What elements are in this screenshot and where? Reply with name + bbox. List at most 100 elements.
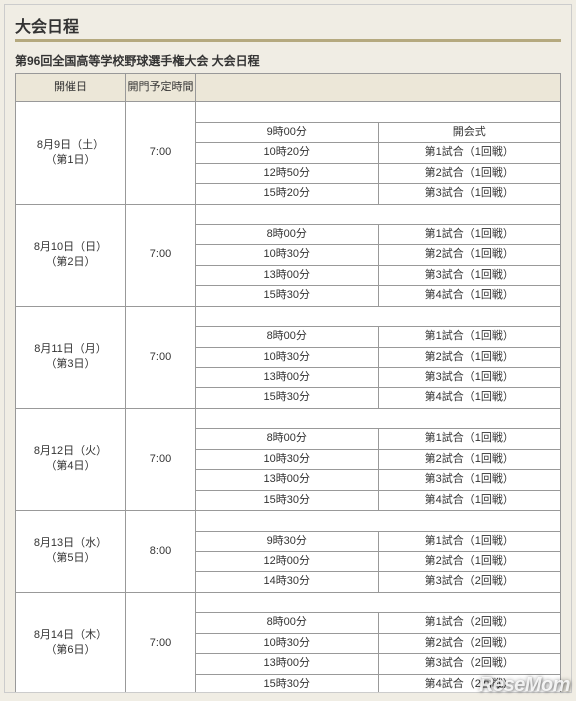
game-time: 14時30分 — [196, 572, 378, 592]
game-event: 第2試合（2回戦） — [378, 633, 560, 653]
spacer-row — [196, 409, 560, 429]
date-cell: 8月14日（木）（第6日） — [16, 592, 126, 693]
game-time: 8時00分 — [196, 429, 378, 449]
game-time: 10時30分 — [196, 245, 378, 265]
gate-cell: 7:00 — [126, 102, 196, 204]
game-event: 第1試合（1回戦） — [378, 327, 560, 347]
game-event: 第3試合（2回戦） — [378, 572, 560, 592]
spacer-cell — [196, 593, 560, 613]
game-row: 15時30分第4試合（1回戦） — [196, 286, 560, 306]
game-row: 10時30分第2試合（1回戦） — [196, 245, 560, 265]
sub-title: 第96回全国高等学校野球選手権大会 大会日程 — [15, 52, 561, 69]
date-line2: （第3日） — [45, 358, 95, 370]
game-time: 10時30分 — [196, 633, 378, 653]
game-time: 10時30分 — [196, 449, 378, 469]
game-time: 13時00分 — [196, 368, 378, 388]
spacer-row — [196, 205, 560, 225]
date-line1: 8月9日（土） — [37, 139, 104, 151]
day-row: 8月12日（火）（第4日）7:008時00分第1試合（1回戦）10時30分第2試… — [16, 408, 561, 510]
game-row: 9時00分開会式 — [196, 122, 560, 142]
games-inner-table: 8時00分第1試合（1回戦）10時30分第2試合（1回戦）13時00分第3試合（… — [196, 409, 560, 510]
date-line2: （第5日） — [45, 552, 95, 564]
date-line1: 8月13日（水） — [34, 537, 107, 549]
game-event: 第3試合（1回戦） — [378, 368, 560, 388]
date-cell: 8月12日（火）（第4日） — [16, 408, 126, 510]
date-cell: 8月13日（水） （第5日） — [16, 511, 126, 593]
game-time: 8時00分 — [196, 327, 378, 347]
game-time: 9時00分 — [196, 122, 378, 142]
game-row: 10時30分第2試合（1回戦） — [196, 347, 560, 367]
header-gate: 開門予定時間 — [126, 74, 196, 102]
game-row: 15時20分第3試合（1回戦） — [196, 184, 560, 204]
games-inner-table: 9時30分第1試合（1回戦）12時00分第2試合（1回戦）14時30分第3試合（… — [196, 511, 560, 592]
game-row: 8時00分第1試合（2回戦） — [196, 613, 560, 633]
gate-cell: 7:00 — [126, 408, 196, 510]
game-event: 第1試合（2回戦） — [378, 613, 560, 633]
game-time: 12時00分 — [196, 551, 378, 571]
game-event: 第1試合（1回戦） — [378, 143, 560, 163]
games-cell: 8時00分第1試合（1回戦）10時30分第2試合（1回戦）13時00分第3試合（… — [196, 204, 561, 306]
game-event: 第4試合（1回戦） — [378, 490, 560, 510]
game-time: 12時50分 — [196, 163, 378, 183]
spacer-row — [196, 102, 560, 122]
schedule-table: 開催日 開門予定時間 8月9日（土）（第1日）7:009時00分開会式10時20… — [15, 73, 561, 693]
date-cell: 8月9日（土） （第1日） — [16, 102, 126, 204]
game-time: 10時30分 — [196, 347, 378, 367]
game-event: 第3試合（2回戦） — [378, 654, 560, 674]
game-row: 10時30分第2試合（1回戦） — [196, 449, 560, 469]
game-row: 15時30分第4試合（1回戦） — [196, 388, 560, 408]
game-event: 第3試合（1回戦） — [378, 265, 560, 285]
games-cell: 9時30分第1試合（1回戦）12時00分第2試合（1回戦）14時30分第3試合（… — [196, 511, 561, 593]
game-event: 第4試合（1回戦） — [378, 286, 560, 306]
game-row: 13時00分第3試合（2回戦） — [196, 654, 560, 674]
header-blank — [196, 74, 561, 102]
game-time: 15時20分 — [196, 184, 378, 204]
watermark: ReseMom — [479, 674, 570, 697]
game-row: 13時00分第3試合（1回戦） — [196, 470, 560, 490]
game-row: 10時20分第1試合（1回戦） — [196, 143, 560, 163]
day-row: 8月10日（日） （第2日） 7:008時00分第1試合（1回戦）10時30分第2試… — [16, 204, 561, 306]
spacer-cell — [196, 511, 560, 531]
game-time: 15時30分 — [196, 674, 378, 693]
games-cell: 8時00分第1試合（1回戦）10時30分第2試合（1回戦）13時00分第3試合（… — [196, 306, 561, 408]
game-event: 第2試合（1回戦） — [378, 245, 560, 265]
gate-cell: 7:00 — [126, 306, 196, 408]
games-inner-table: 8時00分第1試合（1回戦）10時30分第2試合（1回戦）13時00分第3試合（… — [196, 205, 560, 306]
game-event: 第2試合（1回戦） — [378, 347, 560, 367]
game-time: 13時00分 — [196, 654, 378, 674]
spacer-cell — [196, 409, 560, 429]
game-event: 第3試合（1回戦） — [378, 470, 560, 490]
game-time: 15時30分 — [196, 388, 378, 408]
spacer-cell — [196, 307, 560, 327]
game-row: 13時00分第3試合（1回戦） — [196, 265, 560, 285]
day-row: 8月11日（月） （第3日） 7:008時00分第1試合（1回戦）10時30分第2試… — [16, 306, 561, 408]
header-row: 開催日 開門予定時間 — [16, 74, 561, 102]
game-row: 8時00分第1試合（1回戦） — [196, 429, 560, 449]
date-line1: 8月10日（日） — [34, 241, 107, 253]
games-inner-table: 8時00分第1試合（1回戦）10時30分第2試合（1回戦）13時00分第3試合（… — [196, 307, 560, 408]
gate-cell: 8:00 — [126, 511, 196, 593]
spacer-cell — [196, 205, 560, 225]
spacer-row — [196, 593, 560, 613]
game-time: 10時20分 — [196, 143, 378, 163]
game-time: 13時00分 — [196, 265, 378, 285]
date-line1: 8月12日（火） — [34, 445, 107, 457]
game-event: 第1試合（1回戦） — [378, 531, 560, 551]
section-title: 大会日程 — [15, 13, 561, 42]
date-line2: （第1日） — [45, 154, 95, 166]
games-cell: 8時00分第1試合（1回戦）10時30分第2試合（1回戦）13時00分第3試合（… — [196, 408, 561, 510]
date-line1: 8月11日（月） — [34, 343, 107, 355]
game-event: 第2試合（1回戦） — [378, 163, 560, 183]
spacer-row — [196, 511, 560, 531]
date-line2: （第2日） — [45, 256, 95, 268]
game-row: 14時30分第3試合（2回戦） — [196, 572, 560, 592]
game-row: 10時30分第2試合（2回戦） — [196, 633, 560, 653]
game-event: 第1試合（1回戦） — [378, 225, 560, 245]
game-row: 13時00分第3試合（1回戦） — [196, 368, 560, 388]
gate-cell: 7:00 — [126, 204, 196, 306]
game-event: 第2試合（1回戦） — [378, 551, 560, 571]
header-date: 開催日 — [16, 74, 126, 102]
game-event: 第4試合（1回戦） — [378, 388, 560, 408]
game-event: 第1試合（1回戦） — [378, 429, 560, 449]
date-cell: 8月10日（日） （第2日） — [16, 204, 126, 306]
